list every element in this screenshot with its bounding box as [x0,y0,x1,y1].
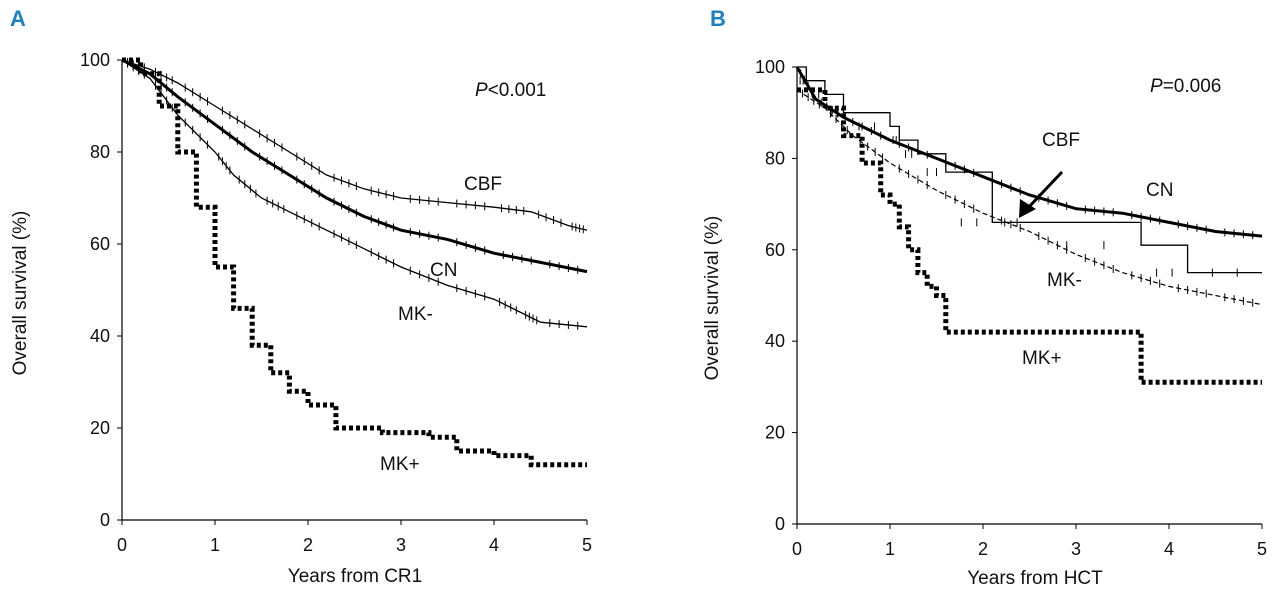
series-mk-minus [796,89,1263,306]
series-mk-minus [121,59,588,328]
panel-b-axes: 0 1 2 3 4 5 0 20 40 60 80 100 [755,57,1267,559]
y-tick-label: 100 [755,57,785,77]
y-tick-label: 100 [80,50,110,70]
panel-b-series [795,66,1263,385]
panel-b-label-mk-plus: MK+ [1022,348,1062,369]
x-tick-label: 5 [1257,539,1267,559]
x-tick-label: 4 [1164,539,1174,559]
x-tick-label: 4 [489,535,499,555]
series-mk-minusplus [122,57,587,468]
y-tick-label: 0 [775,514,785,534]
x-tick-label: 2 [978,539,988,559]
y-tick-label: 0 [100,510,110,530]
panel-b-x-axis-label: Years from HCT [967,568,1103,589]
series-mk-minusplus [797,87,1262,385]
panel-b-label-cn: CN [1146,180,1173,201]
panel-a-axes: 0 1 2 3 4 5 0 20 40 60 80 100 [80,50,592,555]
panel-a-label-mk-minus: MK- [398,304,433,325]
y-tick-label: 60 [765,240,785,260]
y-tick-label: 60 [90,234,110,254]
panel-b-label-cbf: CBF [1042,130,1080,151]
y-tick-label: 80 [765,148,785,168]
x-tick-label: 1 [210,535,220,555]
panel-b-y-axis-label: Overall survival (%) [702,216,723,381]
panel-a-label-cn: CN [430,260,457,281]
y-tick-label: 20 [765,423,785,443]
y-tick-label: 40 [765,331,785,351]
x-tick-label: 2 [303,535,313,555]
panel-a-y-axis-label: Overall survival (%) [10,211,31,376]
y-tick-label: 80 [90,142,110,162]
panel-a-p-value: P<0.001 [475,80,546,101]
panel-a-x-axis-label: Years from CR1 [288,566,422,587]
panel-a-label-cbf: CBF [464,174,502,195]
y-tick-label: 20 [90,418,110,438]
panel-a-label-mk-plus: MK+ [380,454,420,475]
series-cn [795,66,1263,238]
x-tick-label: 5 [582,535,592,555]
panel-a-series [121,57,588,468]
x-tick-label: 3 [1071,539,1081,559]
x-tick-label: 3 [396,535,406,555]
panel-b-cbf-arrow [1019,170,1064,218]
x-tick-label: 0 [792,539,802,559]
x-tick-label: 1 [885,539,895,559]
x-tick-label: 0 [117,535,127,555]
panel-b-p-value: P=0.006 [1150,76,1221,97]
panel-letter-b: B [710,6,726,31]
panel-b-label-mk-minus: MK- [1047,270,1082,291]
y-tick-label: 40 [90,326,110,346]
panel-letter-a: A [10,6,26,31]
series-cbf [121,59,588,231]
series-cn [121,58,588,274]
series-cbf [797,66,1262,274]
